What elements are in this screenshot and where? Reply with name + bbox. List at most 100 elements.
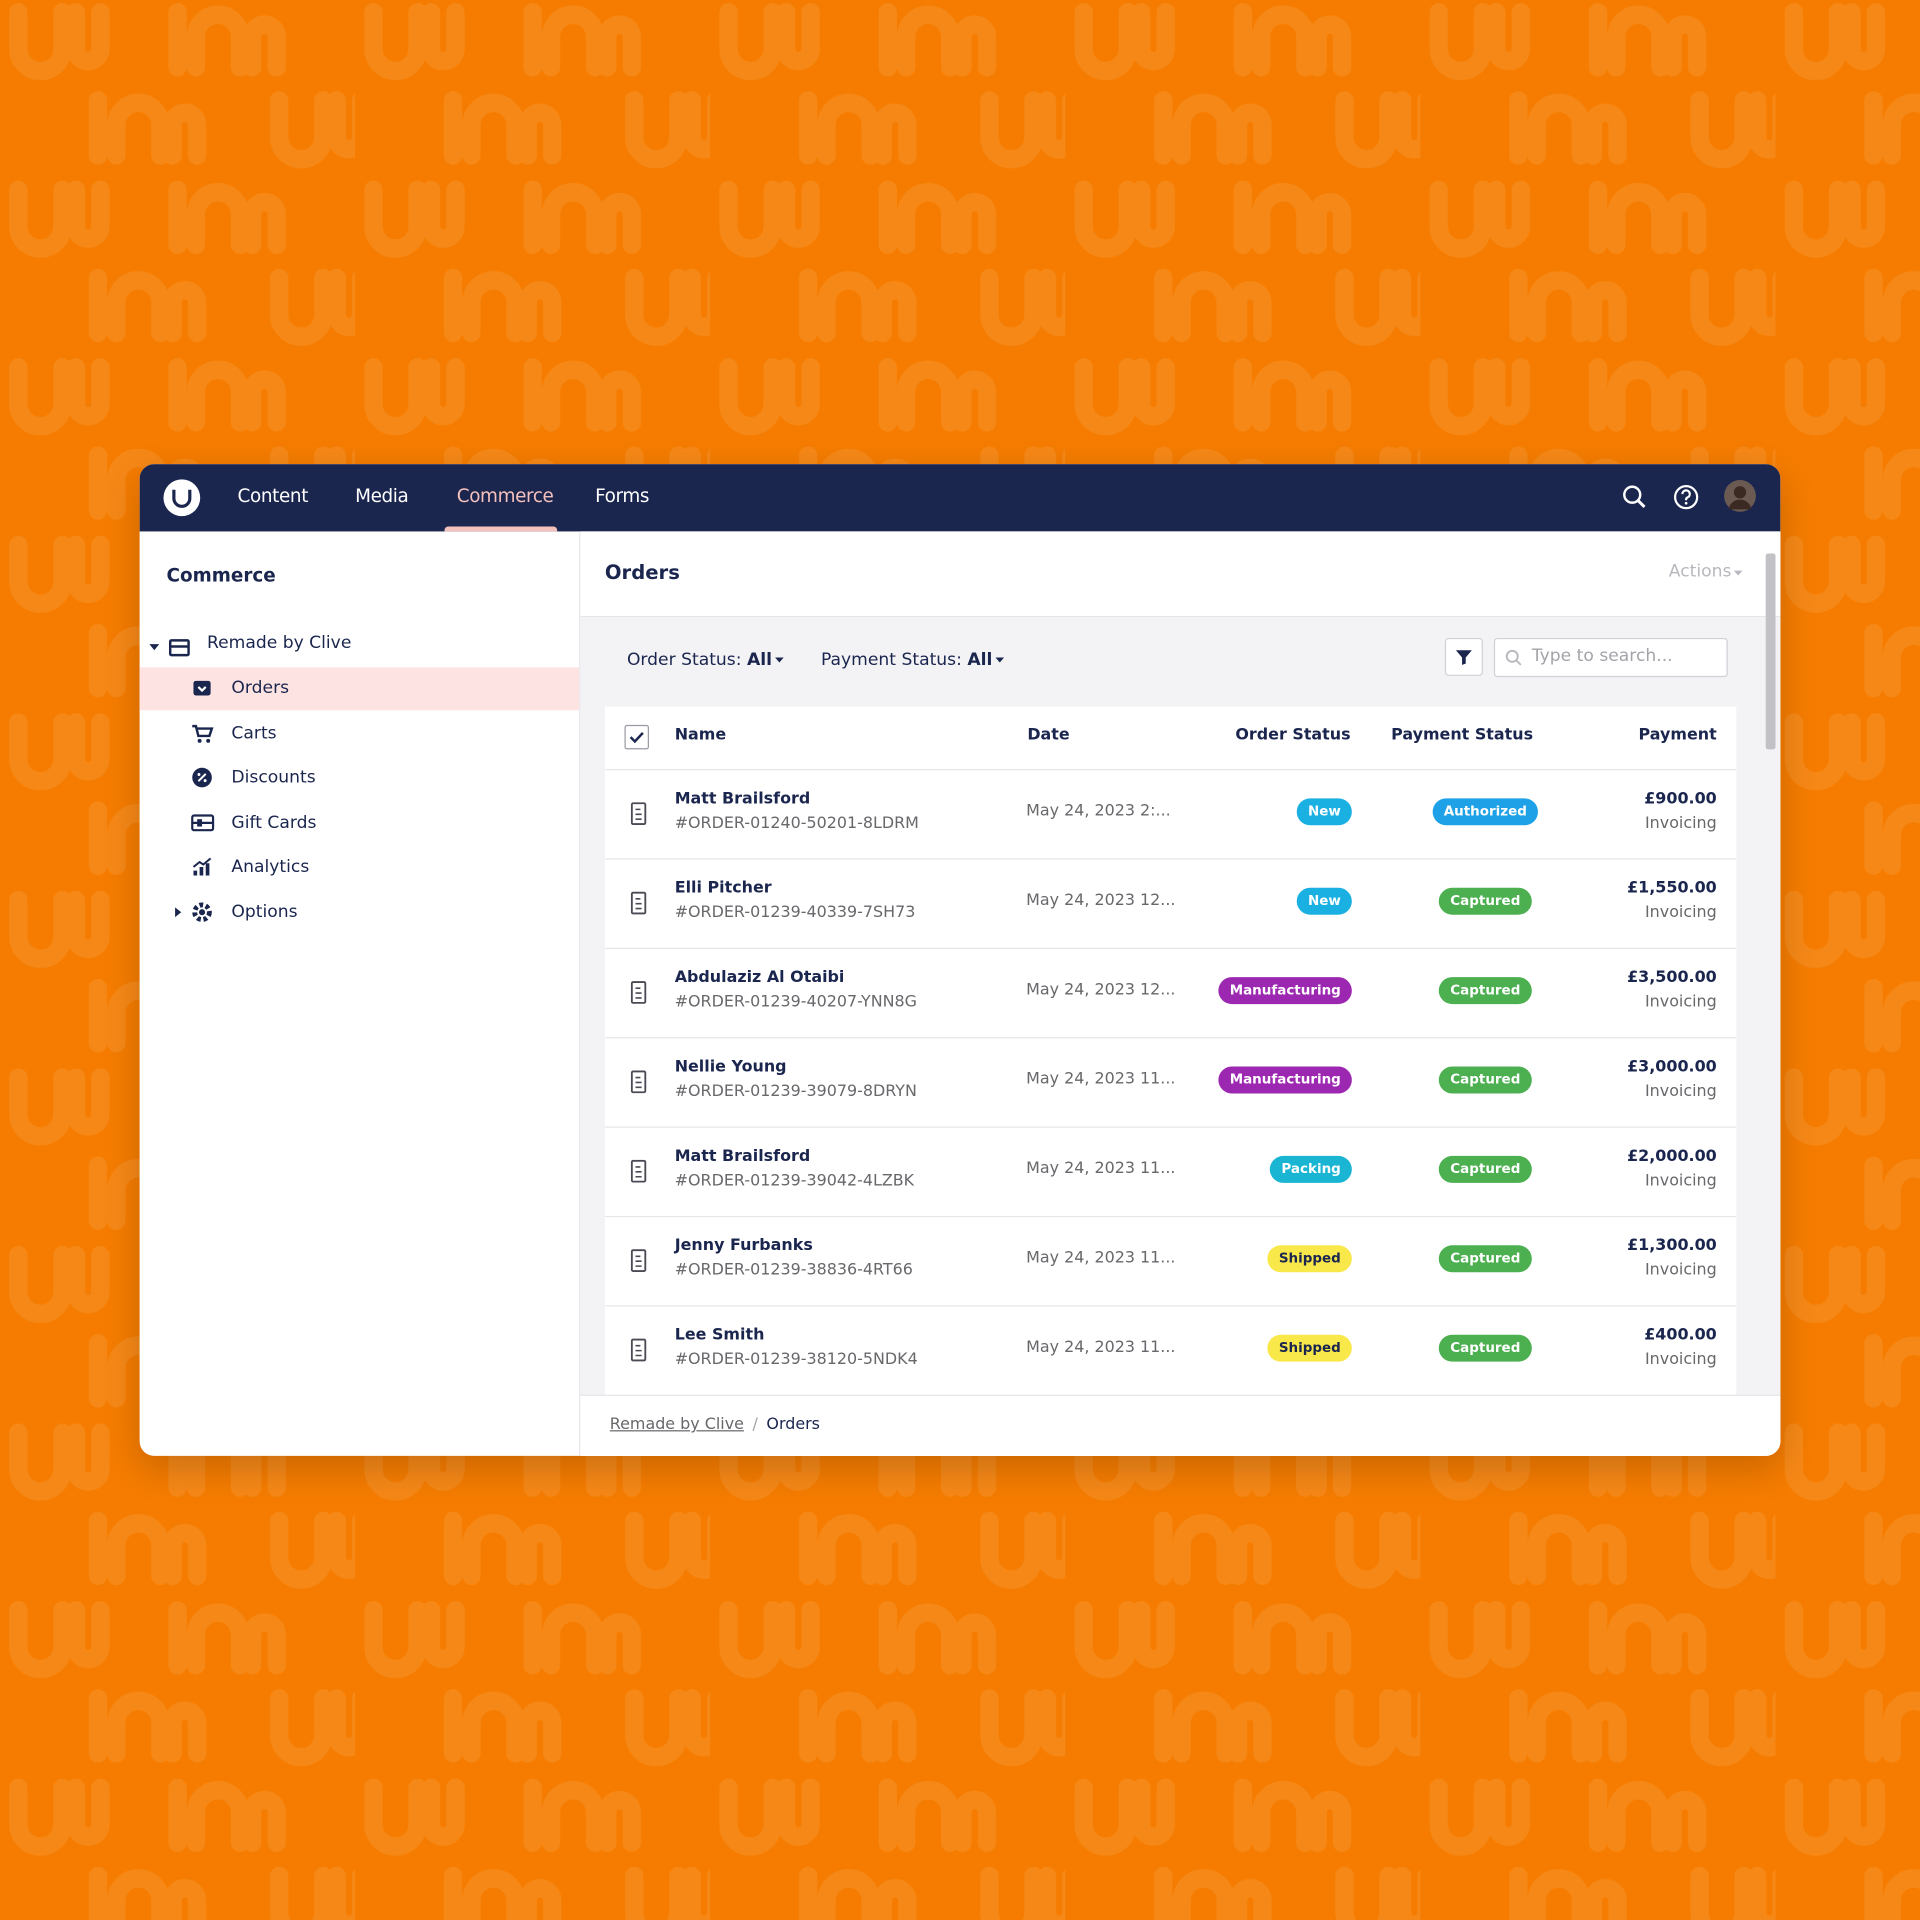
scrollbar[interactable] bbox=[1763, 541, 1778, 1386]
tree-root-icons bbox=[149, 639, 190, 657]
sidebar: Commerce Remade by Clive Orders Carts Disc… bbox=[139, 531, 581, 1456]
filter-value: All bbox=[746, 650, 773, 670]
filter-button[interactable] bbox=[1444, 637, 1483, 676]
breadcrumb-item[interactable]: Remade by Clive bbox=[609, 1415, 744, 1434]
customer-name: Nellie Young bbox=[674, 1057, 787, 1077]
order-status-badge: New bbox=[1296, 798, 1352, 826]
order-date: May 24, 2023 12... bbox=[1026, 980, 1176, 1000]
order-number: #ORDER-01239-40207-YNN8G bbox=[674, 993, 917, 1012]
order-icon bbox=[630, 981, 647, 1004]
order-status-badge: Shipped bbox=[1267, 1245, 1352, 1273]
customer-name: Abdulaziz Al Otaibi bbox=[674, 968, 845, 987]
order-status-badge: Manufacturing bbox=[1218, 977, 1352, 1005]
customer-name: Jenny Furbanks bbox=[674, 1236, 813, 1256]
order-number: #ORDER-01239-39042-4LZBK bbox=[674, 1171, 915, 1191]
order-row[interactable]: Matt Brailsford #ORDER-01239-39042-4LZBK M… bbox=[604, 1126, 1737, 1218]
help-icon[interactable] bbox=[1673, 484, 1700, 511]
order-row[interactable]: Jenny Furbanks #ORDER-01239-38836-4RT66 Ma… bbox=[604, 1215, 1737, 1307]
sidebar-item[interactable]: Analytics bbox=[140, 847, 580, 890]
order-icon bbox=[630, 1159, 647, 1183]
payment-method: Invoicing bbox=[1644, 1261, 1717, 1280]
payment-amount: £1,550.00 bbox=[1627, 879, 1717, 898]
sidebar-icon bbox=[191, 814, 215, 832]
sidebar-icon bbox=[192, 858, 212, 876]
nav-item[interactable]: Content bbox=[237, 484, 309, 507]
expand-caret[interactable] bbox=[174, 906, 184, 918]
filter-label: Payment Status: bbox=[820, 650, 962, 670]
sidebar-item[interactable]: Carts bbox=[140, 712, 580, 755]
logo[interactable] bbox=[163, 479, 201, 517]
column-header[interactable]: Order Status bbox=[1235, 726, 1351, 745]
sidebar-item[interactable]: Options bbox=[140, 891, 580, 934]
sidebar-item[interactable]: Discounts bbox=[140, 757, 580, 800]
page-title: Orders bbox=[604, 560, 680, 585]
nav-item[interactable]: Commerce bbox=[456, 484, 554, 507]
filter-value: All bbox=[967, 650, 993, 670]
app-window: Content Media Commerce Forms Commerce Remad… bbox=[139, 464, 1781, 1456]
payment-amount: £400.00 bbox=[1644, 1326, 1717, 1345]
payment-status-badge: Captured bbox=[1439, 1155, 1532, 1183]
sidebar-item-label: Orders bbox=[231, 678, 290, 698]
order-date: May 24, 2023 12... bbox=[1026, 891, 1176, 910]
footer: Remade by Clive / Orders bbox=[580, 1394, 1781, 1456]
payment-status-badge: Captured bbox=[1439, 977, 1532, 1005]
breadcrumb: Remade by Clive / Orders bbox=[610, 1416, 820, 1434]
filter-dropdown[interactable]: Payment Status: All bbox=[821, 650, 1007, 670]
order-icon bbox=[630, 1338, 647, 1362]
payment-method: Invoicing bbox=[1644, 1171, 1717, 1191]
sidebar-item[interactable]: Gift Cards bbox=[140, 802, 580, 845]
order-icon bbox=[630, 891, 647, 915]
order-row[interactable]: Abdulaziz Al Otaibi #ORDER-01239-40207-YN… bbox=[604, 947, 1737, 1039]
nav-item[interactable]: Media bbox=[355, 484, 409, 507]
sidebar-icon bbox=[192, 724, 214, 743]
sidebar-item-label: Options bbox=[231, 902, 298, 923]
main-header: Orders Actions bbox=[580, 531, 1781, 618]
order-row[interactable]: Nellie Young #ORDER-01239-39079-8DRYN May … bbox=[604, 1037, 1737, 1128]
nav-item[interactable]: Forms bbox=[595, 484, 650, 507]
select-all-checkbox[interactable] bbox=[624, 724, 649, 750]
sidebar-icon bbox=[193, 680, 211, 696]
column-header[interactable]: Date bbox=[1027, 726, 1070, 745]
payment-status-badge: Captured bbox=[1439, 1334, 1532, 1362]
tree-root[interactable]: Remade by Clive bbox=[206, 633, 352, 653]
search-icon[interactable] bbox=[1621, 484, 1648, 511]
customer-name: Lee Smith bbox=[674, 1326, 765, 1345]
order-date: May 24, 2023 11... bbox=[1026, 1338, 1176, 1357]
sidebar-icon bbox=[192, 767, 212, 788]
payment-status-badge: Captured bbox=[1439, 887, 1532, 915]
user-avatar[interactable] bbox=[1724, 480, 1756, 512]
nav-active-indicator bbox=[444, 526, 558, 532]
sidebar-item[interactable]: Orders bbox=[139, 667, 580, 711]
order-number: #ORDER-01239-40339-7SH73 bbox=[674, 903, 916, 923]
order-row[interactable]: Lee Smith #ORDER-01239-38120-5NDK4 May 24,… bbox=[604, 1305, 1737, 1394]
order-date: May 24, 2023 11... bbox=[1026, 1248, 1176, 1268]
breadcrumb-item: Orders bbox=[766, 1415, 820, 1434]
payment-status-badge: Captured bbox=[1439, 1066, 1532, 1094]
actions-button[interactable]: Actions bbox=[1668, 562, 1732, 582]
filter-dropdown[interactable]: Order Status: All bbox=[627, 650, 787, 670]
payment-status-badge: Captured bbox=[1439, 1245, 1532, 1273]
order-date: May 24, 2023 11... bbox=[1026, 1070, 1176, 1089]
search-input[interactable]: Type to search... bbox=[1493, 637, 1728, 678]
column-header[interactable]: Name bbox=[674, 726, 727, 745]
top-navbar: Content Media Commerce Forms bbox=[139, 464, 1781, 532]
payment-status-badge: Authorized bbox=[1432, 798, 1538, 826]
search-placeholder: Type to search... bbox=[1531, 646, 1673, 667]
sidebar-item-label: Gift Cards bbox=[231, 812, 317, 833]
order-status-badge: New bbox=[1296, 887, 1352, 915]
actions-caret bbox=[1733, 570, 1743, 576]
column-header[interactable]: Payment Status bbox=[1391, 726, 1534, 745]
order-icon bbox=[630, 1249, 647, 1272]
customer-name: Matt Brailsford bbox=[674, 1147, 811, 1166]
order-row[interactable]: Elli Pitcher #ORDER-01239-40339-7SH73 May … bbox=[604, 858, 1737, 949]
order-number: #ORDER-01239-39079-8DRYN bbox=[674, 1082, 917, 1101]
payment-method: Invoicing bbox=[1644, 903, 1717, 923]
customer-name: Matt Brailsford bbox=[674, 789, 811, 809]
main-panel: Orders Actions Order Status: All Payment … bbox=[580, 531, 1781, 1456]
payment-amount: £2,000.00 bbox=[1627, 1147, 1717, 1166]
order-row[interactable]: Matt Brailsford #ORDER-01240-50201-8LDRM M… bbox=[604, 768, 1737, 860]
column-header[interactable]: Payment bbox=[1638, 726, 1717, 745]
order-number: #ORDER-01239-38836-4RT66 bbox=[674, 1261, 913, 1280]
payment-method: Invoicing bbox=[1644, 993, 1717, 1012]
